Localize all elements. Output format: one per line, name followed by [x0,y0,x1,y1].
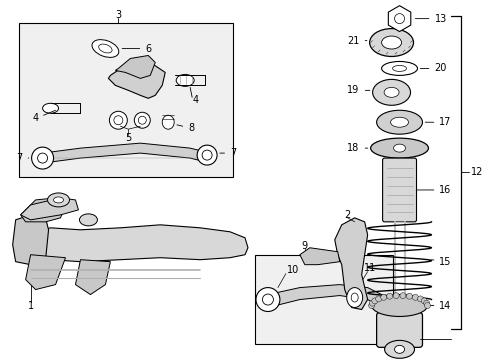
Text: 13: 13 [414,14,446,24]
Text: 20: 20 [419,63,446,73]
Ellipse shape [42,103,59,113]
Polygon shape [108,62,165,98]
Text: 5: 5 [125,133,131,143]
Circle shape [424,302,429,309]
Text: 4: 4 [192,95,198,105]
Polygon shape [42,143,210,163]
Text: 16: 16 [416,185,451,195]
Ellipse shape [53,197,63,203]
Ellipse shape [394,345,404,353]
Ellipse shape [114,116,122,125]
Circle shape [380,294,386,300]
Ellipse shape [162,115,174,129]
Ellipse shape [138,116,146,124]
Circle shape [392,293,398,298]
Circle shape [411,294,418,300]
Ellipse shape [176,75,194,86]
Ellipse shape [92,40,119,57]
Circle shape [368,302,374,309]
Ellipse shape [38,153,47,163]
Ellipse shape [376,110,422,134]
Circle shape [369,300,375,306]
Ellipse shape [381,62,417,75]
Circle shape [386,293,392,299]
Ellipse shape [390,117,407,127]
Circle shape [406,293,411,299]
Ellipse shape [393,144,405,152]
Text: 15: 15 [430,257,451,267]
Ellipse shape [370,138,427,158]
Ellipse shape [383,87,398,97]
Ellipse shape [32,147,53,169]
Circle shape [421,298,427,304]
Circle shape [417,296,423,302]
Circle shape [371,298,377,304]
Polygon shape [267,285,381,307]
Polygon shape [334,218,367,310]
Text: 7: 7 [17,153,29,163]
Ellipse shape [109,111,127,129]
Text: 6: 6 [122,44,151,54]
Ellipse shape [197,145,217,165]
Ellipse shape [392,66,406,71]
Text: 7: 7 [220,148,236,158]
Ellipse shape [381,36,401,49]
Text: 17: 17 [425,117,451,127]
Text: 2: 2 [344,210,350,220]
Ellipse shape [371,294,427,316]
Ellipse shape [255,288,279,311]
Ellipse shape [350,293,357,302]
Bar [19,23,233,177]
Text: 19: 19 [346,85,369,95]
Ellipse shape [99,44,112,53]
Polygon shape [115,55,155,78]
Ellipse shape [202,150,212,160]
Circle shape [375,296,381,302]
Ellipse shape [134,112,150,128]
Text: 14: 14 [429,301,451,311]
Polygon shape [75,260,110,294]
Ellipse shape [262,294,273,305]
Text: 11: 11 [363,263,375,273]
Text: 4: 4 [33,113,39,123]
Text: 12: 12 [470,167,483,177]
Polygon shape [16,225,247,262]
Circle shape [394,14,404,24]
Polygon shape [20,198,78,220]
Ellipse shape [372,80,410,105]
Ellipse shape [369,28,413,57]
Text: 3: 3 [115,10,121,20]
Polygon shape [387,6,410,32]
FancyBboxPatch shape [382,158,416,222]
Text: 9: 9 [301,241,307,251]
Text: 21: 21 [346,36,366,46]
Text: 8: 8 [177,123,194,133]
Ellipse shape [47,193,69,207]
Circle shape [423,300,429,306]
Circle shape [399,293,405,298]
Polygon shape [20,198,65,222]
Polygon shape [25,255,65,289]
Ellipse shape [80,214,97,226]
Text: 10: 10 [286,265,298,275]
Ellipse shape [384,340,414,358]
Polygon shape [299,248,339,265]
Bar [254,255,392,345]
Polygon shape [13,215,48,265]
Text: 18: 18 [346,143,367,153]
Text: 1: 1 [27,301,34,311]
Ellipse shape [346,288,362,307]
FancyBboxPatch shape [376,312,422,347]
